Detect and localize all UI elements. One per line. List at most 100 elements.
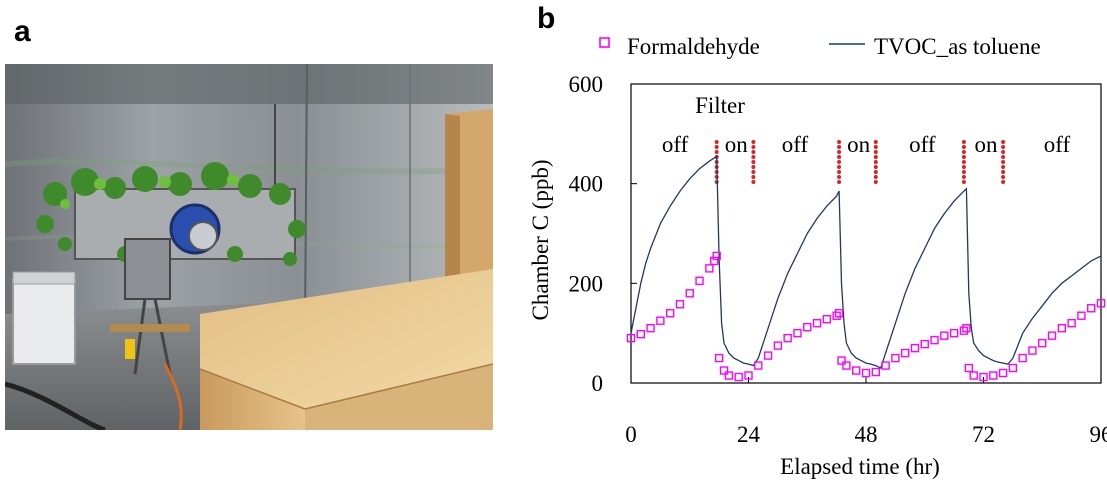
formaldehyde-point [714, 353, 724, 363]
formaldehyde-point [695, 276, 704, 286]
filter-switch-dot [873, 175, 878, 179]
formaldehyde-point [962, 323, 971, 333]
filter-switch-marker [714, 140, 719, 184]
formaldehyde-point [891, 353, 900, 363]
tvoc-series-line [630, 155, 1102, 370]
formaldehyde-point [989, 371, 998, 380]
legend-tvoc-label: TVOC_as toluene [874, 34, 1041, 59]
filter-switch-dot [751, 145, 756, 149]
formaldehyde-point [773, 341, 783, 350]
filter-switch-dot [873, 140, 878, 144]
x-tick-label: 0 [625, 422, 637, 447]
formaldehyde-point [940, 331, 949, 340]
formaldehyde-point [763, 351, 773, 360]
legend-formaldehyde-marker [599, 37, 610, 48]
formaldehyde-point [834, 309, 844, 318]
x-tick-label: 72 [972, 422, 995, 447]
formaldehyde-point [964, 363, 974, 373]
filter-switch-dot [873, 155, 878, 159]
filter-switch-dot [961, 140, 966, 144]
formaldehyde-point [1018, 353, 1027, 363]
filter-phase-label: off [782, 132, 809, 157]
formaldehyde-point [842, 361, 851, 370]
chart-legend: Formaldehyde TVOC_as toluene [599, 34, 1041, 59]
filter-switch-marker [751, 140, 756, 184]
filter-switch-dot [751, 170, 756, 174]
filter-switch-marker [837, 140, 842, 184]
filter-switch-dot [714, 150, 719, 154]
filter-switch-dot [751, 165, 756, 169]
formaldehyde-point [949, 328, 959, 338]
formaldehyde-point [783, 333, 792, 343]
formaldehyde-point [793, 328, 802, 338]
formaldehyde-point [812, 319, 822, 328]
formaldehyde-point [1047, 331, 1057, 340]
filter-switch-dot [1001, 180, 1006, 184]
formaldehyde-point [959, 326, 969, 335]
formaldehyde-point [636, 329, 645, 339]
filter-switch-dot [751, 180, 756, 184]
filter-phase-label: on [974, 132, 998, 157]
formaldehyde-point [656, 316, 665, 325]
filter-switch-dot [961, 150, 966, 154]
y-tick-label: 0 [592, 371, 604, 396]
filter-switch-dot [837, 160, 842, 164]
formaldehyde-point [881, 361, 890, 370]
formaldehyde-point [712, 251, 721, 261]
filter-phase-label: off [1044, 132, 1071, 157]
formaldehyde-point [1008, 363, 1018, 373]
filter-switch-dot [961, 160, 966, 164]
x-axis-label: Elapsed time (hr) [780, 454, 940, 479]
filter-switch-dot [1001, 160, 1006, 164]
formaldehyde-point [710, 256, 719, 266]
filter-switch-dot [751, 140, 756, 144]
filter-switch-dot [961, 155, 966, 159]
formaldehyde-point [719, 366, 729, 375]
x-tick-label: 96 [1090, 422, 1107, 447]
y-tick-label: 600 [569, 72, 604, 97]
filter-switch-dot [837, 180, 842, 184]
filter-switch-marker [961, 140, 966, 184]
y-tick-label: 200 [569, 271, 604, 296]
y-axis-label: Chamber C (ppb) [528, 160, 553, 321]
legend-formaldehyde-label: Formaldehyde [627, 34, 760, 59]
filter-switch-dot [961, 145, 966, 149]
filter-switch-dot [837, 170, 842, 174]
x-tick-label: 24 [737, 422, 761, 447]
filter-switch-dot [1001, 150, 1006, 154]
filter-phase-label: on [725, 132, 749, 157]
filter-switch-dot [961, 175, 966, 179]
y-tick-label: 400 [569, 172, 604, 197]
formaldehyde-point [803, 322, 812, 332]
formaldehyde-point [1067, 319, 1076, 328]
filter-switch-dot [837, 175, 842, 179]
filter-phase-label: off [662, 132, 689, 157]
filter-switch-dot [837, 140, 842, 144]
formaldehyde-point [734, 372, 743, 382]
chamber-photo [5, 64, 493, 430]
filter-phase-label: off [909, 132, 936, 157]
formaldehyde-point [900, 348, 910, 358]
filter-switch-dot [873, 145, 878, 149]
formaldehyde-point [822, 315, 832, 324]
formaldehyde-point [969, 371, 978, 380]
filter-switch-dot [1001, 155, 1006, 159]
formaldehyde-point [724, 371, 734, 380]
formaldehyde-point [665, 309, 675, 318]
formaldehyde-point [998, 368, 1008, 378]
filter-phase-label: on [847, 132, 871, 157]
formaldehyde-point [1028, 346, 1037, 355]
filter-annotation-title: Filter [695, 93, 745, 118]
formaldehyde-point [861, 368, 871, 378]
chamber-concentration-chart: Formaldehyde TVOC_as toluene Chamber C (… [528, 34, 1107, 479]
filter-switch-dot [751, 155, 756, 159]
formaldehyde-point [1087, 304, 1096, 313]
formaldehyde-point [646, 323, 655, 333]
filter-switch-dot [1001, 165, 1006, 169]
filter-switch-dot [1001, 175, 1006, 179]
filter-switch-dot [1001, 170, 1006, 174]
filter-switch-dot [1001, 145, 1006, 149]
formaldehyde-point [754, 361, 763, 370]
formaldehyde-point [871, 367, 880, 377]
filter-switch-dot [873, 150, 878, 154]
